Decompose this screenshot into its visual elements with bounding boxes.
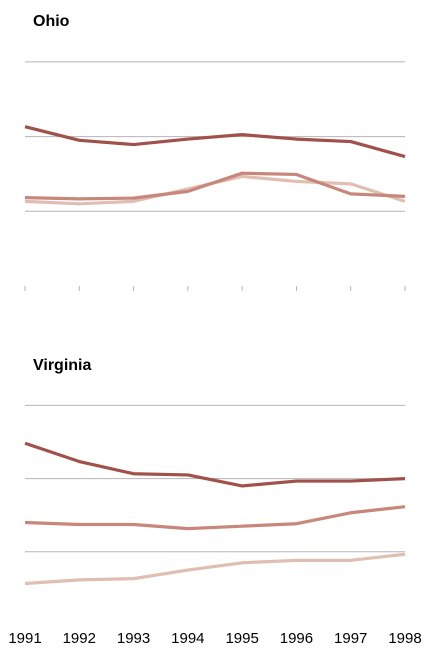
x-tick-label: 1994	[171, 630, 204, 647]
x-tick-label: 1992	[63, 630, 96, 647]
series-line-virginia-2	[24, 505, 406, 531]
x-tick-label: 1993	[117, 630, 150, 647]
series-line-virginia-3	[24, 552, 406, 586]
panel-title-ohio: Ohio	[33, 13, 70, 30]
x-tick-label: 1997	[334, 630, 367, 647]
panel-ohio: Ohio	[24, 13, 406, 291]
series-line-virginia-1	[24, 441, 406, 488]
panel-virginia: Virginia	[24, 357, 406, 586]
x-tick-label: 1996	[280, 630, 313, 647]
x-tick-label: 1991	[8, 630, 41, 647]
x-tick-label: 1995	[225, 630, 258, 647]
x-tick-label: 1998	[388, 630, 421, 647]
x-axis: 1991 1992 1993 1994 1995 1996 1997 1998	[8, 630, 421, 647]
series-line-ohio-2	[24, 171, 406, 201]
panel-title-virginia: Virginia	[33, 357, 91, 374]
series-line-ohio-1	[24, 125, 406, 159]
